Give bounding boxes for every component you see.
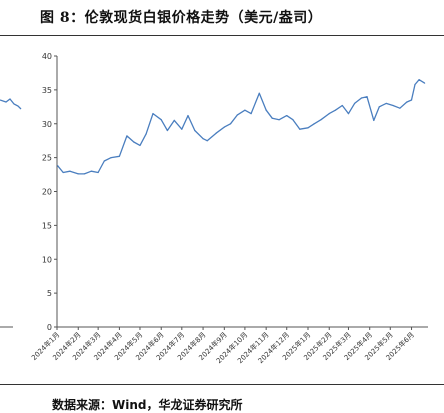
y-tick-label: 0 (47, 323, 52, 332)
y-tick-label: 40 (42, 52, 52, 61)
data-point (118, 155, 121, 157)
x-tick-labels: 2024年1月2024年2月2024年3月2024年4月2024年5月2024年… (29, 327, 416, 365)
data-point (223, 126, 225, 128)
data-point (139, 144, 141, 147)
data-point (103, 160, 105, 162)
data-point (385, 102, 387, 105)
data-point (97, 171, 99, 174)
previous-chart-fragment (0, 98, 22, 328)
silver-price-chart: 0 5 10 15 20 25 30 35 40 2024年1月2024年2月2024年3月20… (0, 52, 428, 365)
data-point (62, 171, 64, 174)
data-point (152, 112, 154, 115)
data-point (145, 133, 147, 135)
data-point (215, 132, 217, 134)
data-point (244, 109, 246, 111)
data-point (69, 170, 71, 172)
data-point (206, 140, 208, 142)
y-tick-label: 5 (47, 289, 52, 298)
data-point (410, 99, 413, 101)
data-point (418, 79, 420, 81)
y-tick-label: 30 (42, 120, 52, 129)
data-point (354, 102, 356, 105)
data-point (194, 129, 196, 132)
data-point (392, 104, 394, 107)
bottom-rule (0, 384, 444, 385)
y-tick-label: 35 (42, 86, 52, 95)
data-point (110, 157, 112, 159)
data-point (187, 115, 189, 117)
data-point (173, 119, 175, 121)
data-point (286, 115, 288, 117)
data-point (320, 119, 322, 121)
data-point (77, 173, 79, 175)
series-layer (57, 79, 426, 175)
y-tick-labels: 0 5 10 15 20 25 30 35 40 (42, 52, 57, 332)
data-point (202, 138, 204, 140)
data-point (133, 141, 135, 143)
y-tick-label: 25 (42, 154, 52, 163)
data-point (271, 117, 273, 119)
data-point (57, 165, 59, 167)
data-point (160, 119, 162, 121)
data-point (229, 123, 232, 125)
data-point (90, 170, 92, 172)
series-line-silver-price (57, 79, 425, 175)
source-note: 数据来源：Wind，华龙证券研究所 (52, 398, 243, 412)
data-point (258, 92, 260, 94)
data-point (181, 128, 183, 130)
y-tick-label: 10 (42, 255, 52, 264)
data-point (360, 97, 363, 99)
data-point (313, 123, 315, 125)
data-point (83, 173, 86, 175)
data-point (126, 135, 128, 137)
data-point (328, 112, 330, 115)
top-rule (0, 35, 444, 36)
data-point (278, 119, 280, 121)
data-point (414, 83, 416, 86)
data-point (347, 112, 350, 115)
data-point (373, 119, 375, 121)
data-point (366, 96, 368, 98)
axes (56, 56, 428, 328)
data-point (406, 101, 408, 103)
data-point (378, 106, 380, 108)
data-point (307, 127, 309, 129)
figure-title: 图 8：伦敦现货白银价格走势（美元/盎司） (40, 10, 323, 26)
data-point (399, 107, 401, 109)
data-point (292, 119, 294, 121)
data-point (423, 82, 426, 84)
y-tick-label: 20 (42, 188, 52, 197)
data-point (341, 104, 343, 107)
data-point (166, 129, 169, 132)
data-point (265, 109, 267, 111)
data-point (299, 128, 301, 130)
data-point (236, 114, 238, 116)
data-point (334, 109, 337, 111)
data-point (250, 112, 252, 115)
y-tick-label: 15 (42, 221, 52, 230)
